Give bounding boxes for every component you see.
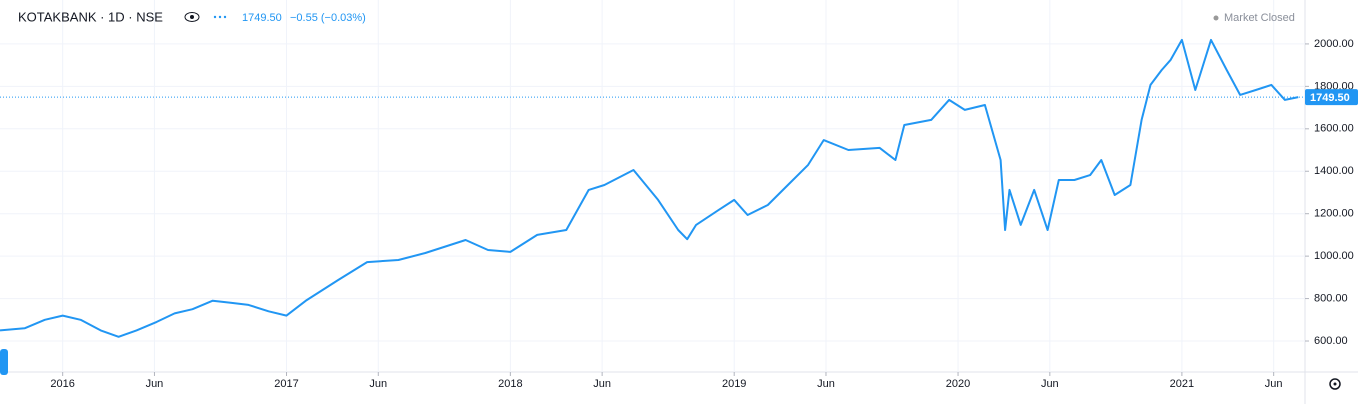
last-price-tag	[1305, 89, 1358, 106]
price-line	[0, 38, 1299, 338]
y-tick-label: 1000.00	[1314, 250, 1354, 262]
y-tick-label: 1200.00	[1314, 208, 1354, 220]
x-tick-label: Jun	[146, 378, 164, 390]
x-tick-label: Jun	[817, 378, 835, 390]
symbol: KOTAKBANK · 1D · NSE	[18, 9, 163, 24]
x-tick-label: 2018	[498, 378, 522, 390]
y-tick-label: 600.00	[1314, 335, 1348, 347]
x-tick-label: 2020	[946, 378, 970, 390]
grid	[0, 0, 1305, 372]
last-price: 1749.50	[242, 12, 282, 24]
y-tick-label: 2000.00	[1314, 38, 1354, 50]
x-tick-label: 2021	[1170, 378, 1194, 390]
x-tick-label: 2017	[274, 378, 298, 390]
eye-icon[interactable]	[184, 12, 200, 22]
price-change: −0.55 (−0.03%)	[290, 12, 366, 24]
market-status: Market Closed	[1224, 12, 1295, 24]
status-dot	[1213, 15, 1219, 21]
x-tick-label: 2019	[722, 378, 746, 390]
side-tab[interactable]	[0, 349, 8, 375]
y-tick-label: 1600.00	[1314, 123, 1354, 135]
plot	[0, 38, 1305, 338]
x-tick-label: Jun	[1265, 378, 1283, 390]
last-price-tag-label: 1749.50	[1310, 92, 1350, 104]
x-tick-label: Jun	[1041, 378, 1059, 390]
dots-icon[interactable]	[213, 15, 227, 19]
x-tick-label: Jun	[369, 378, 387, 390]
x-tick-label: 2016	[50, 378, 74, 390]
x-tick-label: Jun	[593, 378, 611, 390]
y-tick-label: 800.00	[1314, 292, 1348, 304]
settings-icon[interactable]	[1329, 378, 1341, 390]
y-tick-label: 1400.00	[1314, 165, 1354, 177]
